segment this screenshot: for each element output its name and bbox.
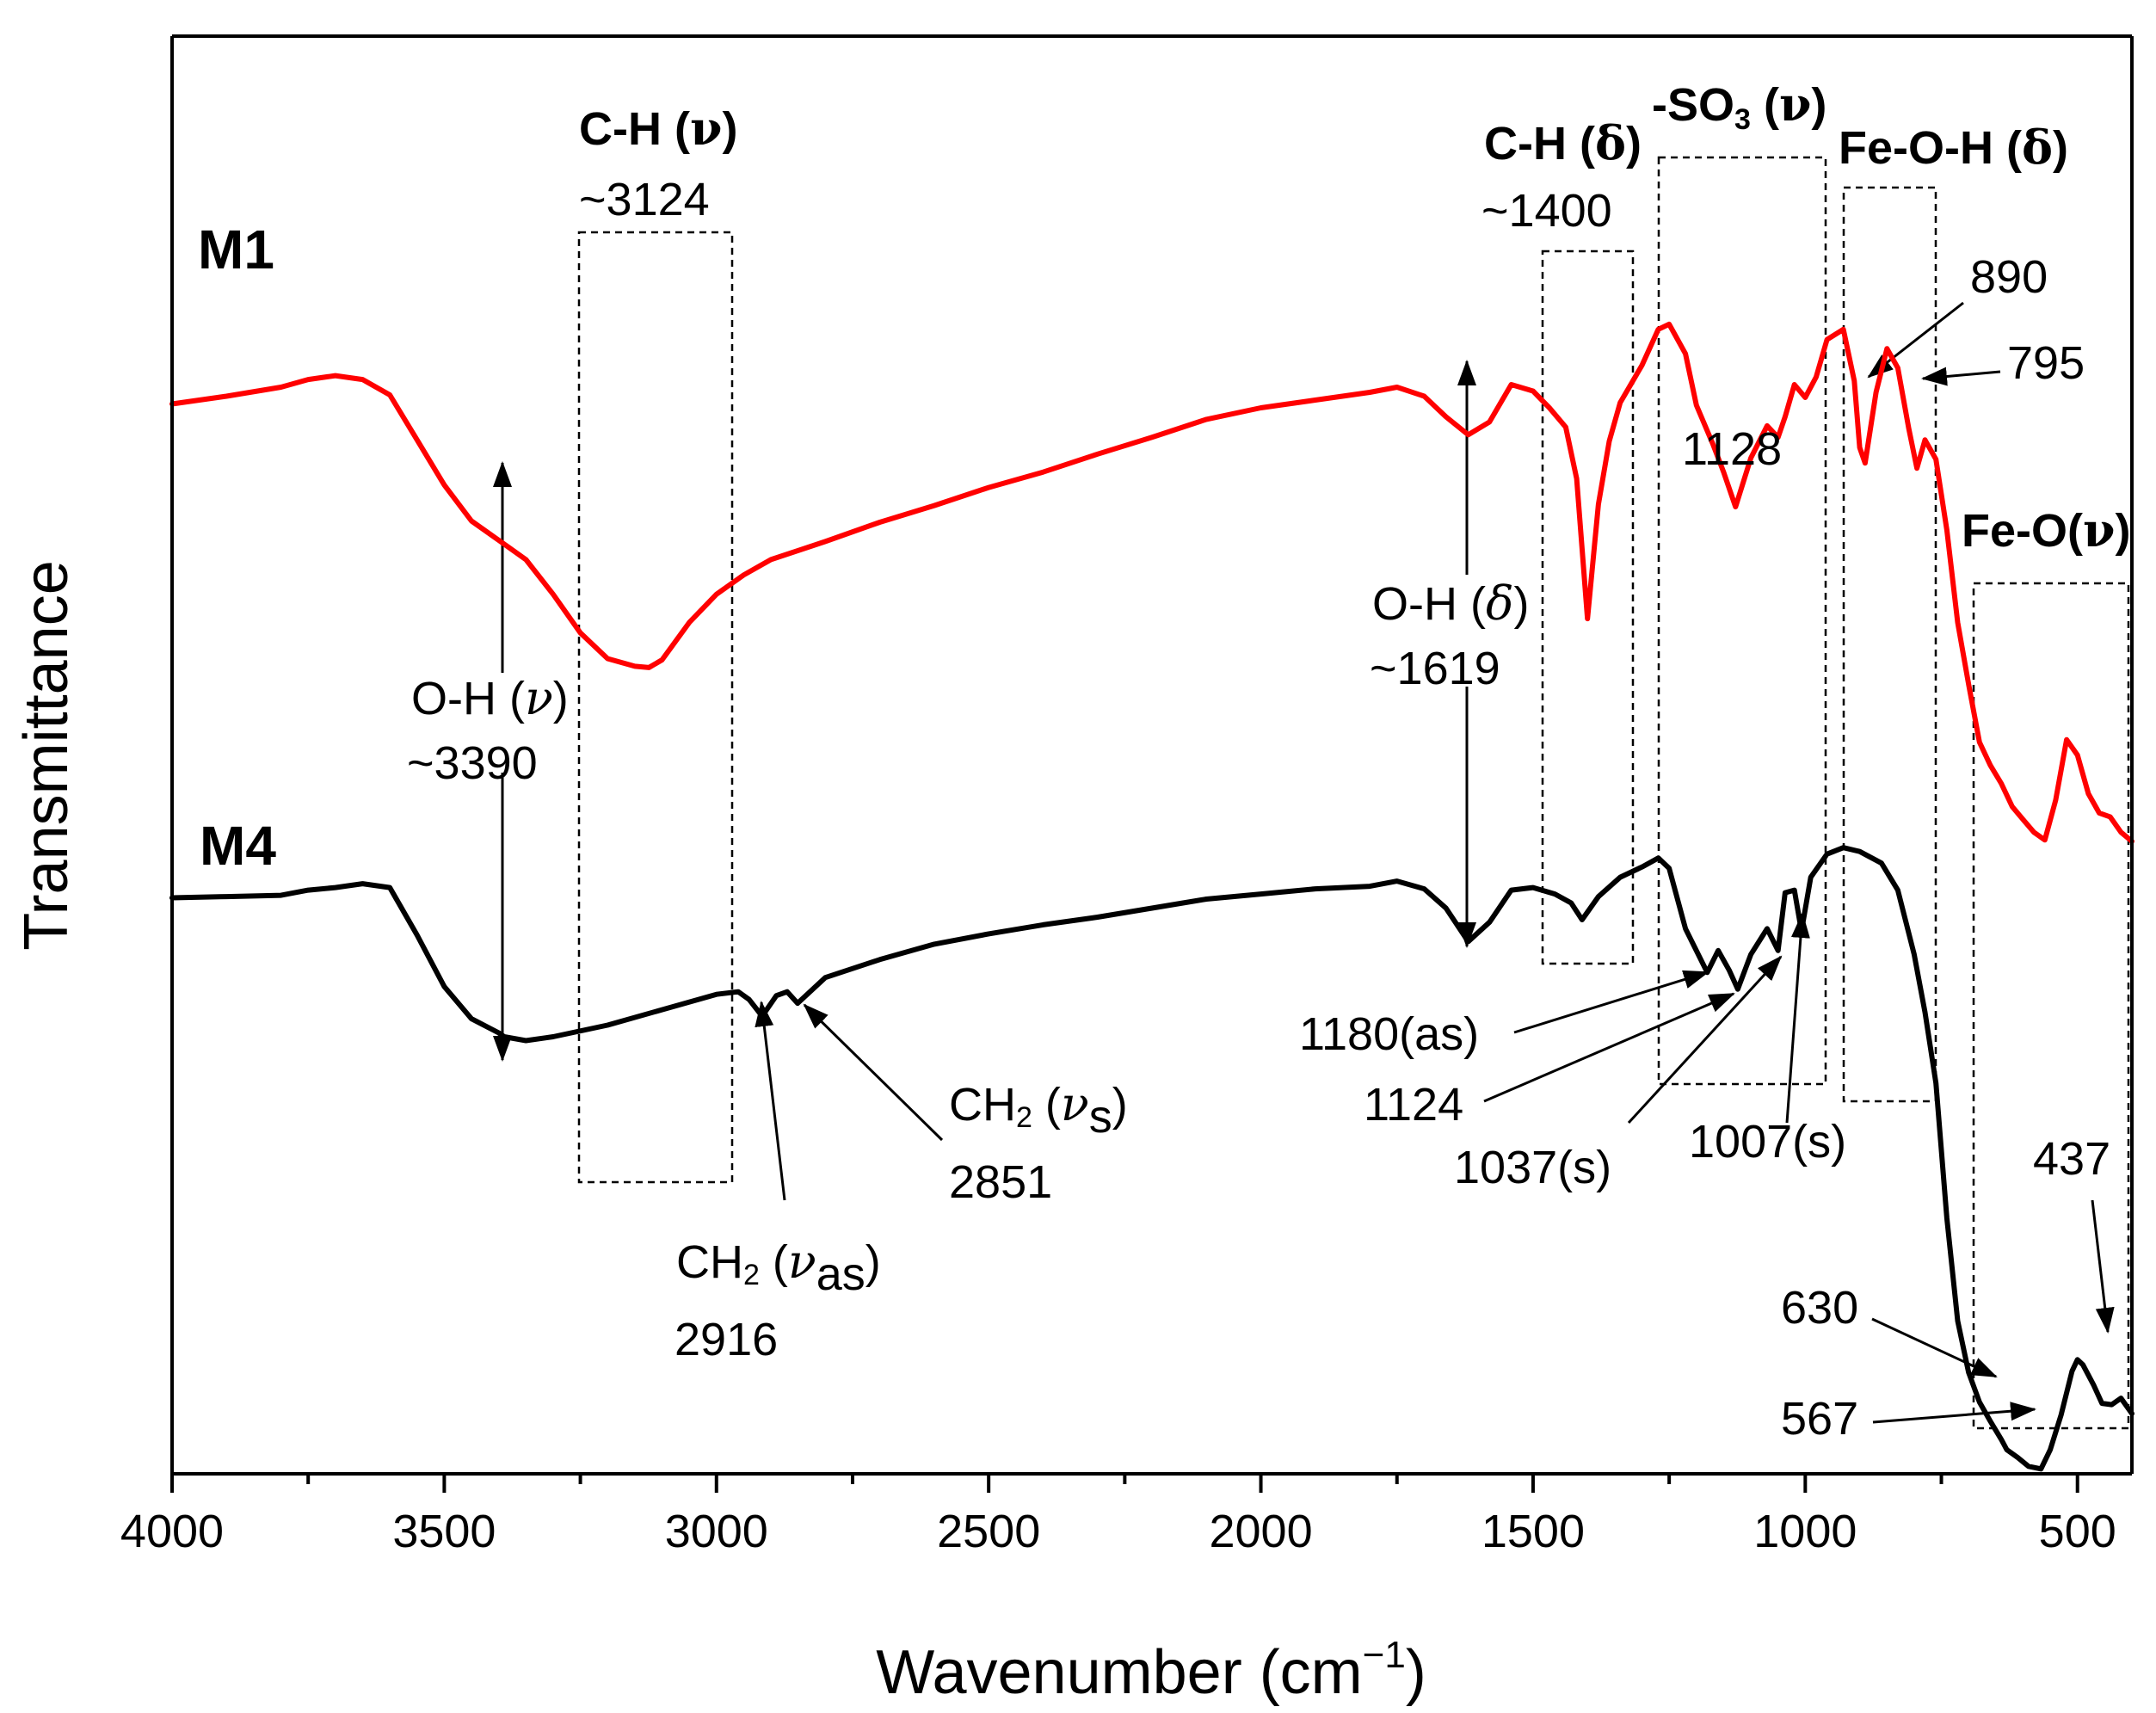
peak-label-890: 890 (1970, 251, 2048, 303)
label-ch2-as-value: 2916 (675, 1314, 778, 1365)
peak-label-1128: 1128 (1682, 423, 1782, 475)
label-ch2-s: CH2 (νs) (949, 1077, 1128, 1143)
label-feoh: Fe-O-H (δ) (1839, 120, 2068, 175)
arrow-795 (1921, 367, 2001, 386)
box-so3 (1657, 156, 1827, 1086)
series-label-m4: M4 (200, 815, 276, 877)
series-line-m1 (169, 321, 2134, 844)
x-tick-label-500: 500 (2039, 1506, 2116, 1557)
x-tick-label-1500: 1500 (1481, 1506, 1585, 1557)
label-ch-stretch: C-H (ν) (579, 101, 737, 156)
series-line-m4 (169, 845, 2134, 1472)
arrow-567 (1872, 1402, 2036, 1424)
label-feo: Fe-O(ν) (1962, 502, 2130, 558)
x-tick-label-4000: 4000 (120, 1506, 224, 1557)
peak-label-1124: 1124 (1364, 1079, 1463, 1131)
peak-label-1037: 1037(s) (1454, 1142, 1611, 1193)
arrow-1037 (1627, 955, 1783, 1125)
x-tick-label-2000: 2000 (1209, 1506, 1312, 1557)
box-feoh (1842, 186, 1937, 1103)
peak-label-1180: 1180(as) (1299, 1008, 1479, 1060)
arrow-2851 (803, 1003, 944, 1142)
arrow-1124 (1483, 992, 1735, 1103)
x-tick-label-2500: 2500 (937, 1506, 1040, 1557)
label-oh-stretch: O-H (ν) (411, 671, 569, 725)
arrow-437 (2091, 1199, 2115, 1334)
box-feo (1972, 582, 2130, 1430)
x-axis-title: Wavenumber (cm−1) (876, 1634, 1426, 1707)
label-ch-bend-value: ~1400 (1481, 185, 1612, 237)
arrow-630 (1871, 1317, 1998, 1378)
label-so3: -SO3 (ν) (1652, 77, 1826, 136)
series-label-m1: M1 (198, 219, 274, 280)
label-oh-bend-value: ~1619 (1370, 643, 1500, 694)
y-axis-title: Transmittance (12, 560, 81, 950)
arrow-1007 (1785, 912, 1810, 1124)
label-oh-bend: O-H (δ) (1372, 576, 1529, 631)
label-ch2-as: CH2 (νas) (676, 1235, 881, 1300)
label-ch-stretch-value: ~3124 (579, 174, 710, 225)
label-ch2-s-value: 2851 (949, 1156, 1052, 1208)
x-tick-label-3500: 3500 (392, 1506, 496, 1557)
annotation-arrows (493, 301, 2115, 1424)
x-ticks: 4000 3500 3000 2500 2000 1500 1000 500 (120, 1474, 2116, 1557)
peak-label-630: 630 (1781, 1282, 1858, 1334)
label-ch-bend: C-H (δ) (1484, 115, 1642, 170)
peak-label-1007: 1007(s) (1689, 1116, 1846, 1168)
x-tick-label-3000: 3000 (665, 1506, 768, 1557)
peak-label-437: 437 (2033, 1133, 2110, 1185)
box-ch-bend (1541, 250, 1635, 965)
arrow-2916 (755, 1001, 786, 1201)
peak-label-795: 795 (2007, 337, 2085, 389)
arrow-1180 (1513, 970, 1709, 1034)
series-layer (169, 321, 2134, 1472)
peak-label-567: 567 (1781, 1393, 1858, 1445)
label-oh-stretch-value: ~3390 (407, 737, 538, 789)
box-ch-stretch (577, 231, 734, 1184)
annotation-boxes (577, 156, 2130, 1430)
x-tick-label-1000: 1000 (1753, 1506, 1857, 1557)
